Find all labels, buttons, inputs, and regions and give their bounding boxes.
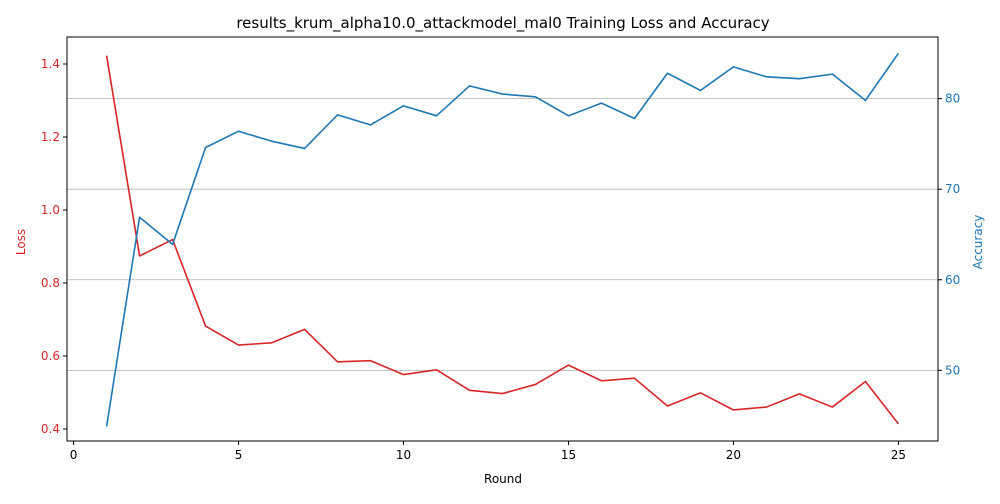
y-left-tick-label: 0.8 [41,276,60,290]
series-layer [105,52,900,427]
x-tick-label: 5 [235,448,243,462]
y-left-tick-label: 0.4 [41,422,60,436]
y-right-tick-label: 60 [945,273,960,287]
x-axis-label: Round [484,472,522,486]
x-tick-label: 10 [396,448,411,462]
x-tick-label: 25 [891,448,906,462]
y-axis-right-label: Accuracy [971,215,985,270]
y-left-tick-label: 1.4 [41,57,60,71]
x-axis: 0 5 10 15 20 25 [70,441,906,462]
plot-frame [66,36,939,442]
chart-title: results_krum_alpha10.0_attackmodel_mal0 … [236,14,769,33]
series-line-loss [105,55,900,425]
x-tick-label: 15 [561,448,576,462]
x-tick-label: 20 [726,448,741,462]
x-tick-label: 0 [70,448,78,462]
y-axis-right: 50 60 70 80 [938,92,960,377]
y-left-tick-label: 1.0 [41,203,60,217]
grid [67,98,938,371]
y-left-tick-label: 0.6 [41,349,60,363]
series-line-accuracy [105,52,900,427]
y-right-tick-label: 80 [945,92,960,106]
y-right-tick-label: 50 [945,363,960,377]
y-axis-left: 0.4 0.6 0.8 1.0 1.2 1.4 [41,57,67,436]
y-right-tick-label: 70 [945,182,960,196]
y-left-tick-label: 1.2 [41,130,60,144]
y-axis-left-label: Loss [14,229,28,255]
